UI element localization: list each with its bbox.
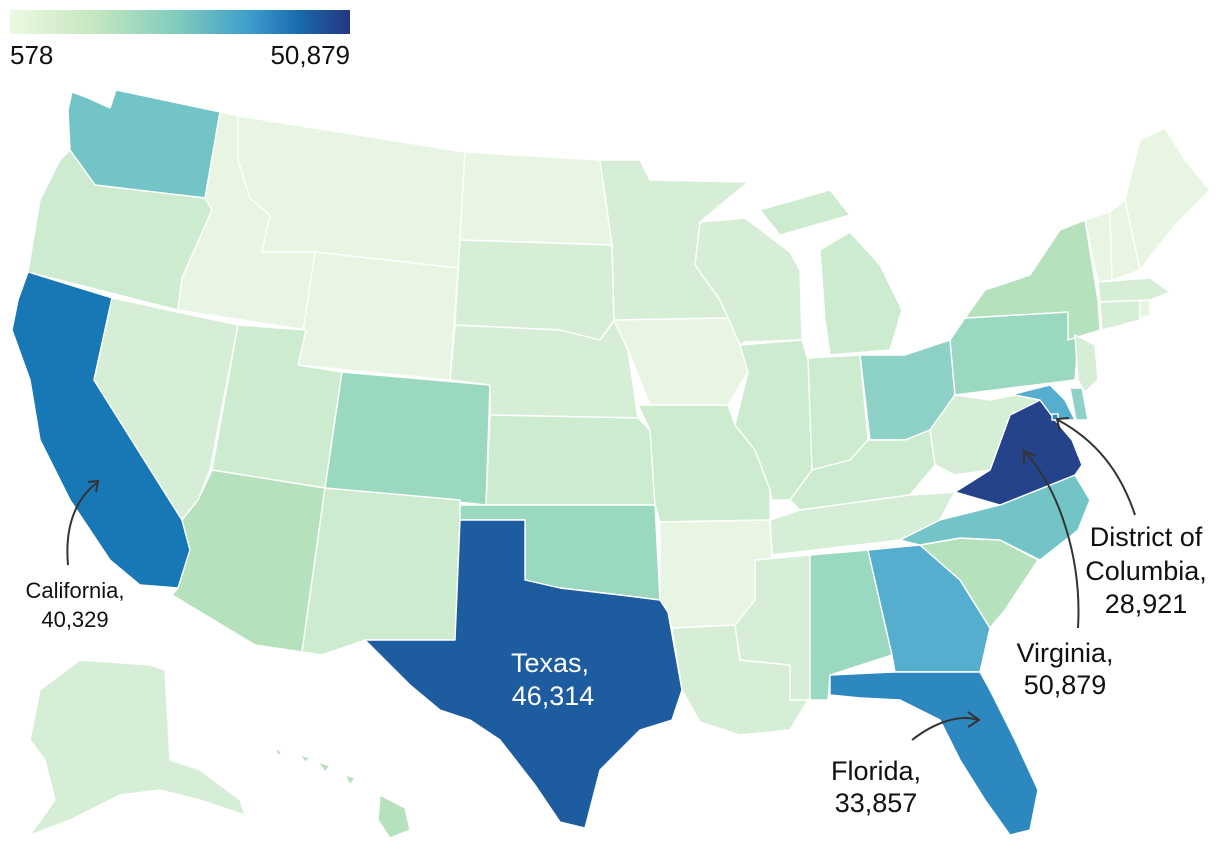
arrow-california xyxy=(66,481,99,566)
state-alaska[interactable] xyxy=(29,659,246,836)
color-legend: 578 50,879 xyxy=(10,10,350,70)
state-nebraska[interactable] xyxy=(449,319,639,419)
label-california-name: California, xyxy=(25,578,124,603)
state-missouri[interactable] xyxy=(637,404,771,523)
state-new-york[interactable] xyxy=(964,219,1101,341)
arrow-head-virginia xyxy=(1023,449,1037,464)
state-montana[interactable] xyxy=(237,115,466,269)
arrow-virginia xyxy=(1024,451,1080,629)
arrow-florida xyxy=(911,717,979,741)
label-dc-value: 28,921 xyxy=(1105,589,1188,619)
annotation-texas: Texas, 46,314 xyxy=(511,648,594,711)
state-michigan[interactable] xyxy=(759,189,903,356)
state-virginia[interactable] xyxy=(909,399,1083,506)
label-texas-value: 46,314 xyxy=(512,681,595,711)
state-north-carolina[interactable] xyxy=(899,474,1091,561)
legend-gradient-bar xyxy=(10,10,350,34)
state-kansas[interactable] xyxy=(485,414,656,506)
label-virginia-value: 50,879 xyxy=(1024,670,1107,700)
states-layer xyxy=(11,89,1211,839)
state-massachusetts[interactable] xyxy=(1097,277,1171,303)
state-delaware[interactable] xyxy=(1069,387,1089,421)
state-hawaii[interactable] xyxy=(274,747,411,839)
state-tennessee[interactable] xyxy=(769,491,956,556)
annotation-california: California, 40,329 xyxy=(25,479,125,632)
state-connecticut[interactable] xyxy=(1099,297,1141,331)
state-new-jersey[interactable] xyxy=(1074,334,1099,393)
label-texas-name: Texas, xyxy=(511,648,589,678)
state-colorado[interactable] xyxy=(324,371,491,506)
label-dc-name-line2: Columbia, xyxy=(1085,556,1207,586)
state-maryland[interactable] xyxy=(989,384,1076,421)
annotation-florida: Florida, 33,857 xyxy=(831,711,981,818)
label-florida-name: Florida, xyxy=(831,756,921,786)
label-dc-name-line1: District of xyxy=(1090,522,1203,552)
label-florida-value: 33,857 xyxy=(835,788,918,818)
state-wyoming[interactable] xyxy=(297,251,459,381)
state-florida[interactable] xyxy=(829,671,1039,836)
legend-min-label: 578 xyxy=(10,40,54,70)
state-illinois[interactable] xyxy=(734,339,813,501)
state-west-virginia[interactable] xyxy=(929,394,1041,476)
state-texas[interactable] xyxy=(364,519,683,829)
state-south-dakota[interactable] xyxy=(454,239,615,341)
label-california-value: 40,329 xyxy=(41,607,108,632)
annotation-dc: District of Columbia, 28,921 xyxy=(1055,417,1207,619)
arrow-head-dc xyxy=(1055,417,1070,432)
arrow-dc xyxy=(1057,419,1136,516)
state-north-dakota[interactable] xyxy=(459,151,613,246)
legend-max-label: 50,879 xyxy=(270,40,350,70)
annotation-virginia: Virginia, 50,879 xyxy=(1016,449,1114,700)
state-pennsylvania[interactable] xyxy=(949,311,1079,396)
arrow-head-florida xyxy=(967,711,981,728)
state-maine[interactable] xyxy=(1124,127,1211,271)
arrow-head-california xyxy=(87,479,100,493)
label-virginia-name: Virginia, xyxy=(1016,638,1113,668)
state-new-mexico[interactable] xyxy=(301,487,461,656)
state-wisconsin[interactable] xyxy=(694,217,803,346)
